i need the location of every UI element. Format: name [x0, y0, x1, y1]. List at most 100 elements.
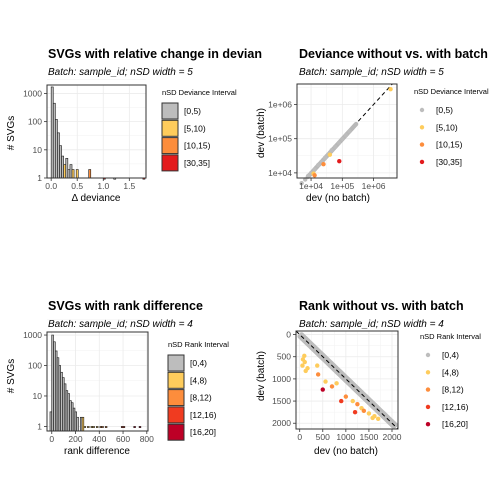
x-tick-label: 1e+04 — [299, 181, 323, 191]
legend-label: [10,15) — [436, 140, 463, 150]
y-tick-label: 0 — [286, 330, 291, 340]
legend-swatch — [167, 423, 185, 441]
histogram-bar — [59, 145, 62, 179]
plot-area: 0.0 0.5 1.0 1.5 1 10 100 1000 — [23, 79, 147, 191]
y-tick-label: 100 — [28, 361, 42, 371]
histogram-bar — [63, 164, 67, 179]
legend-label: [16,20] — [190, 427, 216, 437]
legend: nSD Rank Interval [0,4) [4,8) [8,12) [12,16)… — [420, 332, 481, 429]
histogram-bar — [57, 132, 60, 179]
legend-label: [0,5) — [184, 106, 201, 116]
x-tick-label: 1e+05 — [330, 181, 354, 191]
legend-label: [8,12) — [442, 385, 464, 395]
y-tick-label: 1e+06 — [268, 100, 292, 110]
histogram-bar — [88, 169, 92, 179]
legend-label: [30,35] — [184, 158, 210, 168]
data-point — [327, 152, 333, 157]
x-tick-label: 500 — [316, 432, 330, 442]
legend-label: [0,4) — [190, 358, 207, 368]
y-tick-label: 2000 — [272, 418, 291, 428]
data-point — [337, 158, 342, 164]
legend-swatch — [161, 137, 179, 155]
legend-swatch — [425, 422, 431, 427]
data-point — [329, 384, 335, 389]
x-axis-title: Δ deviance — [72, 193, 121, 204]
x-axis-title: rank difference — [64, 446, 130, 457]
histogram-bar — [65, 158, 69, 179]
legend-title: nSD Deviance Interval — [414, 87, 489, 96]
legend-label: [0,5) — [436, 105, 453, 115]
legend-swatch — [419, 107, 425, 113]
plot-area: 0 200 400 600 800 1 10 100 1000 — [23, 319, 154, 444]
x-tick-label: 0 — [297, 432, 302, 442]
y-tick-label: 10 — [33, 145, 43, 155]
data-point — [303, 368, 308, 374]
legend-swatch — [161, 154, 179, 172]
y-axis-title: dev (batch) — [256, 108, 267, 158]
histogram-bar — [55, 119, 58, 179]
data-point — [370, 415, 375, 421]
histogram-bar — [122, 426, 126, 428]
chart-title: SVGs with rank difference — [48, 299, 203, 313]
data-point — [312, 167, 317, 172]
data-point — [302, 359, 307, 365]
legend-swatch — [425, 352, 431, 358]
x-tick-label: 1e+06 — [362, 181, 386, 191]
x-tick-label: 2000 — [383, 432, 402, 442]
histogram-bar — [67, 169, 71, 179]
data-point — [315, 372, 321, 377]
histogram-bar — [69, 164, 73, 179]
histogram-bar — [75, 169, 79, 179]
y-tick-label: 10 — [33, 391, 43, 401]
histogram-bar — [133, 426, 136, 428]
x-axis-title: dev (no batch) — [314, 446, 378, 457]
x-axis-title: dev (no batch) — [306, 193, 370, 204]
data-point — [302, 353, 307, 359]
plot-area: 1e+04 1e+05 1e+06 1e+04 1e+05 1e+06 — [268, 83, 398, 191]
histogram-bar — [81, 416, 85, 432]
y-tick-label: 1e+04 — [268, 168, 292, 178]
data-point — [316, 162, 321, 168]
y-tick-label: 1000 — [272, 374, 291, 384]
legend-label: [8,12) — [190, 393, 212, 403]
histogram-bar — [96, 426, 99, 428]
data-point — [334, 381, 339, 386]
chart-title: SVGs with relative change in devian — [48, 47, 262, 61]
reference-line — [295, 330, 399, 430]
y-axis-title: # SVGs — [6, 359, 17, 393]
data-point — [343, 394, 349, 399]
y-tick-label: 1 — [37, 421, 42, 431]
legend-swatch — [425, 370, 431, 375]
histogram-bar — [52, 102, 56, 179]
histogram-bar — [92, 426, 95, 428]
x-tick-label: 1500 — [359, 432, 378, 442]
x-tick-label: 1000 — [336, 432, 355, 442]
chart-subtitle: Batch: sample_id; nSD width = 5 — [299, 67, 444, 78]
data-point — [347, 129, 352, 134]
legend-swatch — [167, 371, 185, 389]
data-point — [321, 161, 326, 167]
data-point — [352, 409, 358, 415]
legend-swatch — [425, 404, 431, 410]
x-tick-label: 800 — [140, 434, 154, 444]
data-point — [350, 398, 355, 404]
x-tick-label: 400 — [92, 434, 106, 444]
legend-label: [30,35] — [436, 157, 462, 167]
legend-swatch — [419, 142, 425, 147]
legend-title: nSD Deviance Interval — [162, 88, 237, 97]
x-tick-label: 200 — [68, 434, 82, 444]
histogram-bar — [104, 426, 108, 428]
data-point — [315, 363, 320, 368]
y-axis-title: # SVGs — [6, 116, 17, 150]
histogram-bar — [71, 169, 75, 179]
legend-title: nSD Rank Interval — [168, 340, 229, 349]
y-tick-label: 1500 — [272, 396, 291, 406]
y-tick-label: 1e+05 — [268, 134, 292, 144]
legend: nSD Deviance Interval [0,5) [5,10) [10,15) [… — [414, 87, 489, 167]
panel-relative-change: SVGs with relative change in devian Batc… — [6, 47, 262, 204]
data-point — [388, 87, 393, 92]
histogram-bar — [101, 426, 104, 428]
histogram-bar — [76, 416, 79, 432]
chart-subtitle: Batch: sample_id; nSD width = 4 — [48, 319, 193, 330]
